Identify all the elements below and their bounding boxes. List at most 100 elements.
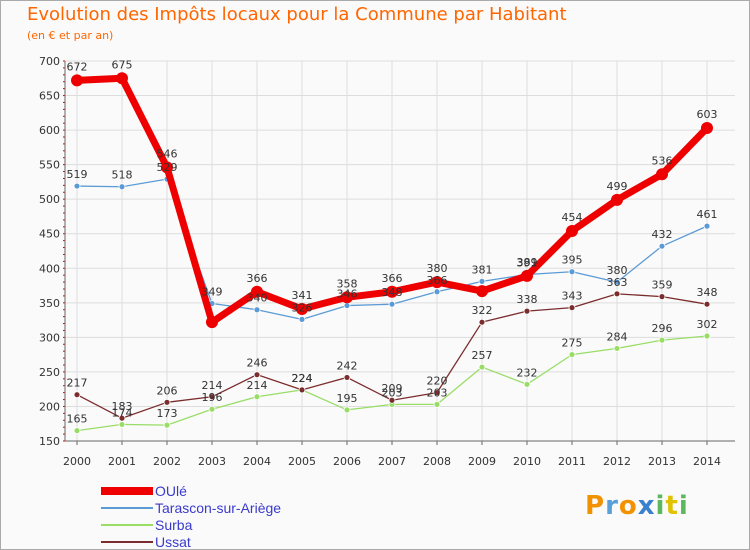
data-label: 224 bbox=[292, 372, 313, 385]
x-tick-label: 2007 bbox=[378, 455, 406, 468]
y-tick-label: 600 bbox=[39, 124, 60, 137]
data-label: 348 bbox=[697, 286, 718, 299]
data-label: 173 bbox=[157, 407, 178, 420]
data-point bbox=[298, 315, 306, 323]
data-point bbox=[208, 405, 216, 413]
data-point bbox=[658, 242, 666, 250]
x-tick-label: 2012 bbox=[603, 455, 631, 468]
data-label: 346 bbox=[337, 288, 358, 301]
data-label: 183 bbox=[112, 400, 133, 413]
data-point bbox=[388, 300, 396, 308]
y-tick-label: 700 bbox=[39, 55, 60, 68]
data-label: 220 bbox=[427, 375, 448, 388]
data-label: 340 bbox=[247, 292, 268, 305]
x-tick-label: 2000 bbox=[63, 455, 91, 468]
data-point bbox=[253, 393, 261, 401]
data-point bbox=[523, 380, 531, 388]
x-tick-label: 2003 bbox=[198, 455, 226, 468]
data-label: 203 bbox=[427, 386, 448, 399]
data-point bbox=[478, 277, 486, 285]
data-label: 432 bbox=[652, 228, 673, 241]
data-point bbox=[116, 72, 128, 85]
data-point bbox=[253, 371, 261, 379]
data-point bbox=[703, 300, 711, 308]
data-label: 275 bbox=[562, 337, 583, 350]
brand-letter: i bbox=[678, 491, 689, 521]
data-point bbox=[386, 285, 398, 298]
data-label: 391 bbox=[517, 256, 538, 269]
data-point bbox=[388, 396, 396, 404]
data-label: 203 bbox=[382, 386, 403, 399]
data-label: 343 bbox=[562, 290, 583, 303]
legend-label: Tarascon-sur-Ariège bbox=[155, 500, 282, 516]
data-label: 196 bbox=[202, 391, 223, 404]
x-tick-label: 2011 bbox=[558, 455, 586, 468]
legend-swatch bbox=[101, 487, 153, 495]
data-point bbox=[251, 285, 263, 298]
data-label: 454 bbox=[562, 211, 583, 224]
y-tick-label: 350 bbox=[39, 297, 60, 310]
y-tick-label: 150 bbox=[39, 435, 60, 448]
data-label: 296 bbox=[652, 322, 673, 335]
data-point bbox=[433, 400, 441, 408]
data-point bbox=[613, 278, 621, 286]
data-point bbox=[703, 332, 711, 340]
data-label: 302 bbox=[697, 318, 718, 331]
x-tick-label: 2010 bbox=[513, 455, 541, 468]
data-point bbox=[476, 285, 488, 298]
data-point bbox=[71, 74, 83, 87]
data-label: 257 bbox=[472, 349, 493, 362]
data-point bbox=[253, 306, 261, 314]
y-tick-label: 650 bbox=[39, 90, 60, 103]
x-tick-label: 2006 bbox=[333, 455, 361, 468]
chart-subtitle: (en € et par an) bbox=[27, 29, 114, 42]
data-point bbox=[298, 386, 306, 394]
data-label: 359 bbox=[652, 279, 673, 292]
data-point bbox=[701, 122, 713, 135]
data-point bbox=[296, 303, 308, 316]
data-label: 214 bbox=[247, 379, 268, 392]
data-label: 326 bbox=[292, 301, 313, 314]
data-point bbox=[73, 182, 81, 190]
data-point bbox=[118, 421, 126, 428]
data-label: 395 bbox=[562, 254, 583, 267]
x-tick-label: 2013 bbox=[648, 455, 676, 468]
data-point bbox=[118, 183, 126, 191]
data-point bbox=[478, 363, 486, 371]
x-tick-label: 2005 bbox=[288, 455, 316, 468]
x-tick-label: 2014 bbox=[693, 455, 721, 468]
data-label: 366 bbox=[382, 272, 403, 285]
data-label: 519 bbox=[67, 168, 88, 181]
data-point bbox=[613, 290, 621, 298]
data-label: 389 bbox=[517, 256, 538, 269]
brand-letter: t bbox=[665, 491, 679, 521]
data-point bbox=[568, 268, 576, 276]
data-point bbox=[208, 393, 216, 401]
data-label: 165 bbox=[67, 413, 88, 426]
data-point bbox=[161, 161, 173, 174]
x-tick-label: 2009 bbox=[468, 455, 496, 468]
data-label: 363 bbox=[607, 276, 628, 289]
y-tick-label: 300 bbox=[39, 331, 60, 344]
data-point bbox=[656, 168, 668, 181]
y-tick-label: 250 bbox=[39, 366, 60, 379]
data-point bbox=[343, 302, 351, 309]
data-label: 217 bbox=[67, 377, 88, 390]
brand-letter: r bbox=[605, 491, 619, 521]
data-point bbox=[523, 307, 531, 315]
data-point bbox=[433, 288, 441, 296]
x-tick-label: 2004 bbox=[243, 455, 271, 468]
data-point bbox=[568, 304, 576, 312]
legend-swatch bbox=[101, 507, 153, 509]
data-label: 672 bbox=[67, 60, 88, 73]
data-label: 358 bbox=[337, 277, 358, 290]
x-tick-label: 2001 bbox=[108, 455, 136, 468]
data-point bbox=[478, 318, 486, 326]
data-label: 322 bbox=[472, 304, 493, 317]
data-label: 206 bbox=[157, 384, 178, 397]
y-tick-label: 200 bbox=[39, 400, 60, 413]
chart-title: Evolution des Impôts locaux pour la Comm… bbox=[27, 4, 567, 25]
data-label: 366 bbox=[427, 274, 448, 287]
